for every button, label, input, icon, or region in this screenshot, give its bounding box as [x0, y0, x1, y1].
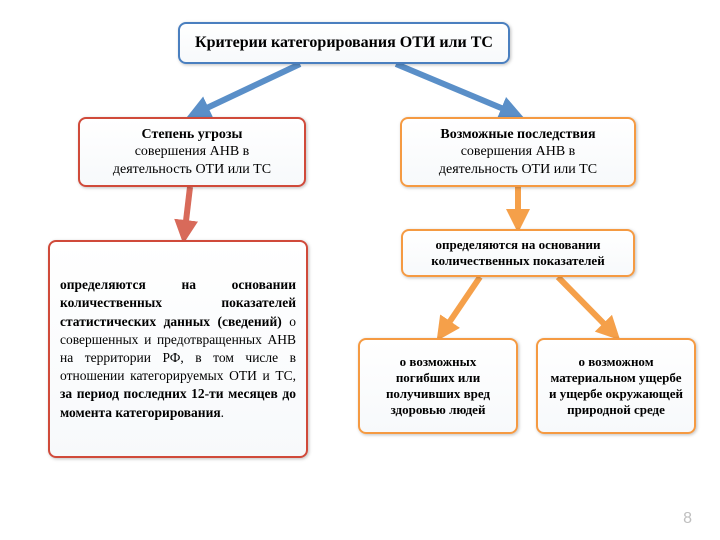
box-cons_people: о возможныхпогибших илиполучивших вредзд… — [358, 338, 518, 434]
box-threat_detail: определяются на основании количественных… — [48, 240, 308, 458]
page-number: 8 — [683, 510, 692, 528]
arrow — [396, 64, 518, 115]
box-cons_basis: определяются на основанииколичественных … — [401, 229, 635, 277]
arrow — [184, 187, 190, 238]
box-top: Критерии категорирования ОТИ или ТС — [178, 22, 510, 64]
arrow — [192, 64, 300, 115]
box-consequences: Возможные последствиясовершения АНВ вдея… — [400, 117, 636, 187]
box-cons_damage: о возможномматериальном ущербеи ущербе о… — [536, 338, 696, 434]
box-threat: Степень угрозысовершения АНВ вдеятельнос… — [78, 117, 306, 187]
arrow — [440, 277, 480, 336]
arrow — [558, 277, 616, 336]
